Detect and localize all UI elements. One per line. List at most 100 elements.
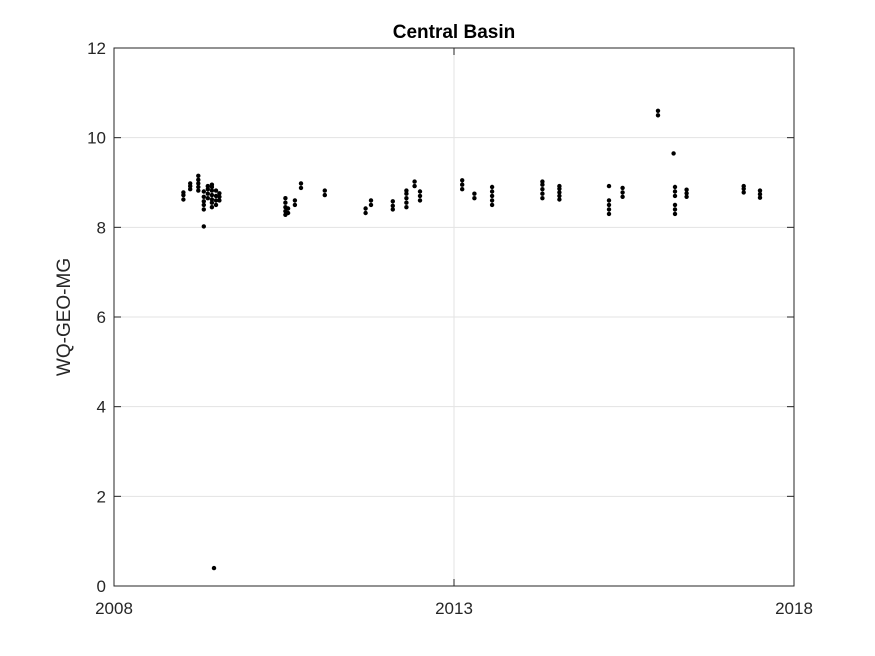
data-point — [196, 188, 201, 193]
data-point — [404, 188, 409, 193]
data-point — [489, 184, 495, 190]
y-tick-label: 2 — [97, 487, 106, 506]
data-point — [211, 565, 217, 571]
data-point — [217, 194, 222, 199]
data-point — [472, 196, 477, 201]
data-point — [404, 205, 409, 210]
data-point — [283, 200, 288, 205]
data-point — [757, 192, 763, 197]
data-point — [757, 195, 763, 200]
y-tick-label: 12 — [87, 39, 106, 58]
data-point — [460, 178, 465, 183]
data-point — [181, 197, 186, 202]
data-point — [298, 181, 304, 186]
data-point — [412, 183, 417, 189]
data-point — [363, 206, 368, 211]
data-point — [368, 202, 374, 208]
data-point — [540, 187, 545, 192]
data-point — [671, 151, 676, 156]
data-point — [201, 194, 206, 199]
data-point — [205, 183, 210, 189]
data-point — [412, 179, 417, 184]
y-tick-label: 8 — [97, 218, 106, 237]
data-point — [417, 193, 423, 199]
data-point — [557, 183, 562, 189]
data-points — [181, 108, 763, 571]
data-point — [489, 193, 495, 199]
data-point — [196, 177, 201, 182]
data-point — [540, 196, 545, 201]
data-point — [201, 202, 206, 208]
data-point — [205, 191, 210, 196]
data-point — [209, 197, 215, 202]
data-point — [489, 189, 495, 194]
data-point — [209, 200, 215, 205]
data-point — [557, 197, 562, 202]
data-point — [472, 191, 477, 196]
data-point — [606, 211, 612, 217]
data-point — [283, 196, 288, 201]
axis-ticks: 0 2 4 6 8 10 12 2008 2013 2018 — [87, 39, 813, 618]
data-point — [213, 198, 219, 203]
data-point — [460, 187, 465, 192]
data-point — [322, 192, 327, 198]
data-point — [292, 198, 298, 203]
data-point — [672, 193, 678, 199]
data-point — [209, 192, 215, 198]
data-point — [298, 185, 304, 191]
data-point — [390, 207, 395, 212]
data-point — [404, 196, 409, 201]
data-point — [684, 194, 689, 199]
data-point — [606, 198, 612, 203]
data-point — [655, 108, 661, 114]
data-point — [620, 185, 625, 191]
data-point — [213, 193, 219, 199]
data-point — [390, 199, 395, 204]
data-point — [209, 182, 215, 187]
data-point — [213, 202, 219, 208]
data-point — [196, 181, 201, 186]
data-point — [322, 188, 327, 193]
data-point — [205, 187, 210, 192]
data-point — [292, 202, 298, 208]
data-point — [417, 198, 423, 203]
data-point — [209, 205, 215, 210]
data-point — [390, 203, 395, 208]
x-tick-label: 2008 — [95, 599, 133, 618]
data-point — [213, 188, 219, 193]
y-tick-label: 10 — [87, 129, 106, 148]
grid-lines — [114, 48, 794, 586]
data-point — [540, 191, 545, 196]
data-point — [181, 190, 186, 195]
data-point — [205, 196, 210, 201]
y-tick-label: 6 — [97, 308, 106, 327]
data-point — [217, 191, 222, 196]
data-point — [606, 202, 612, 208]
y-tick-label: 0 — [97, 577, 106, 596]
data-point — [196, 173, 201, 178]
data-point — [489, 198, 495, 203]
data-point — [417, 189, 423, 194]
data-point — [209, 188, 215, 193]
x-tick-label: 2013 — [435, 599, 473, 618]
data-point — [404, 200, 409, 205]
x-tick-label: 2018 — [775, 599, 813, 618]
data-point — [557, 190, 562, 195]
data-point — [672, 189, 678, 194]
data-point — [196, 184, 201, 190]
data-point — [606, 207, 612, 212]
data-point — [757, 188, 763, 193]
data-point — [540, 182, 545, 187]
data-point — [188, 181, 193, 186]
data-point — [557, 193, 562, 199]
data-point — [404, 191, 409, 196]
data-point — [363, 210, 368, 216]
y-tick-label: 4 — [97, 398, 106, 417]
chart-title: Central Basin — [393, 22, 515, 43]
data-point — [285, 210, 291, 216]
data-point — [672, 184, 678, 190]
data-point — [201, 199, 206, 204]
data-point — [684, 187, 689, 192]
data-point — [620, 194, 625, 199]
